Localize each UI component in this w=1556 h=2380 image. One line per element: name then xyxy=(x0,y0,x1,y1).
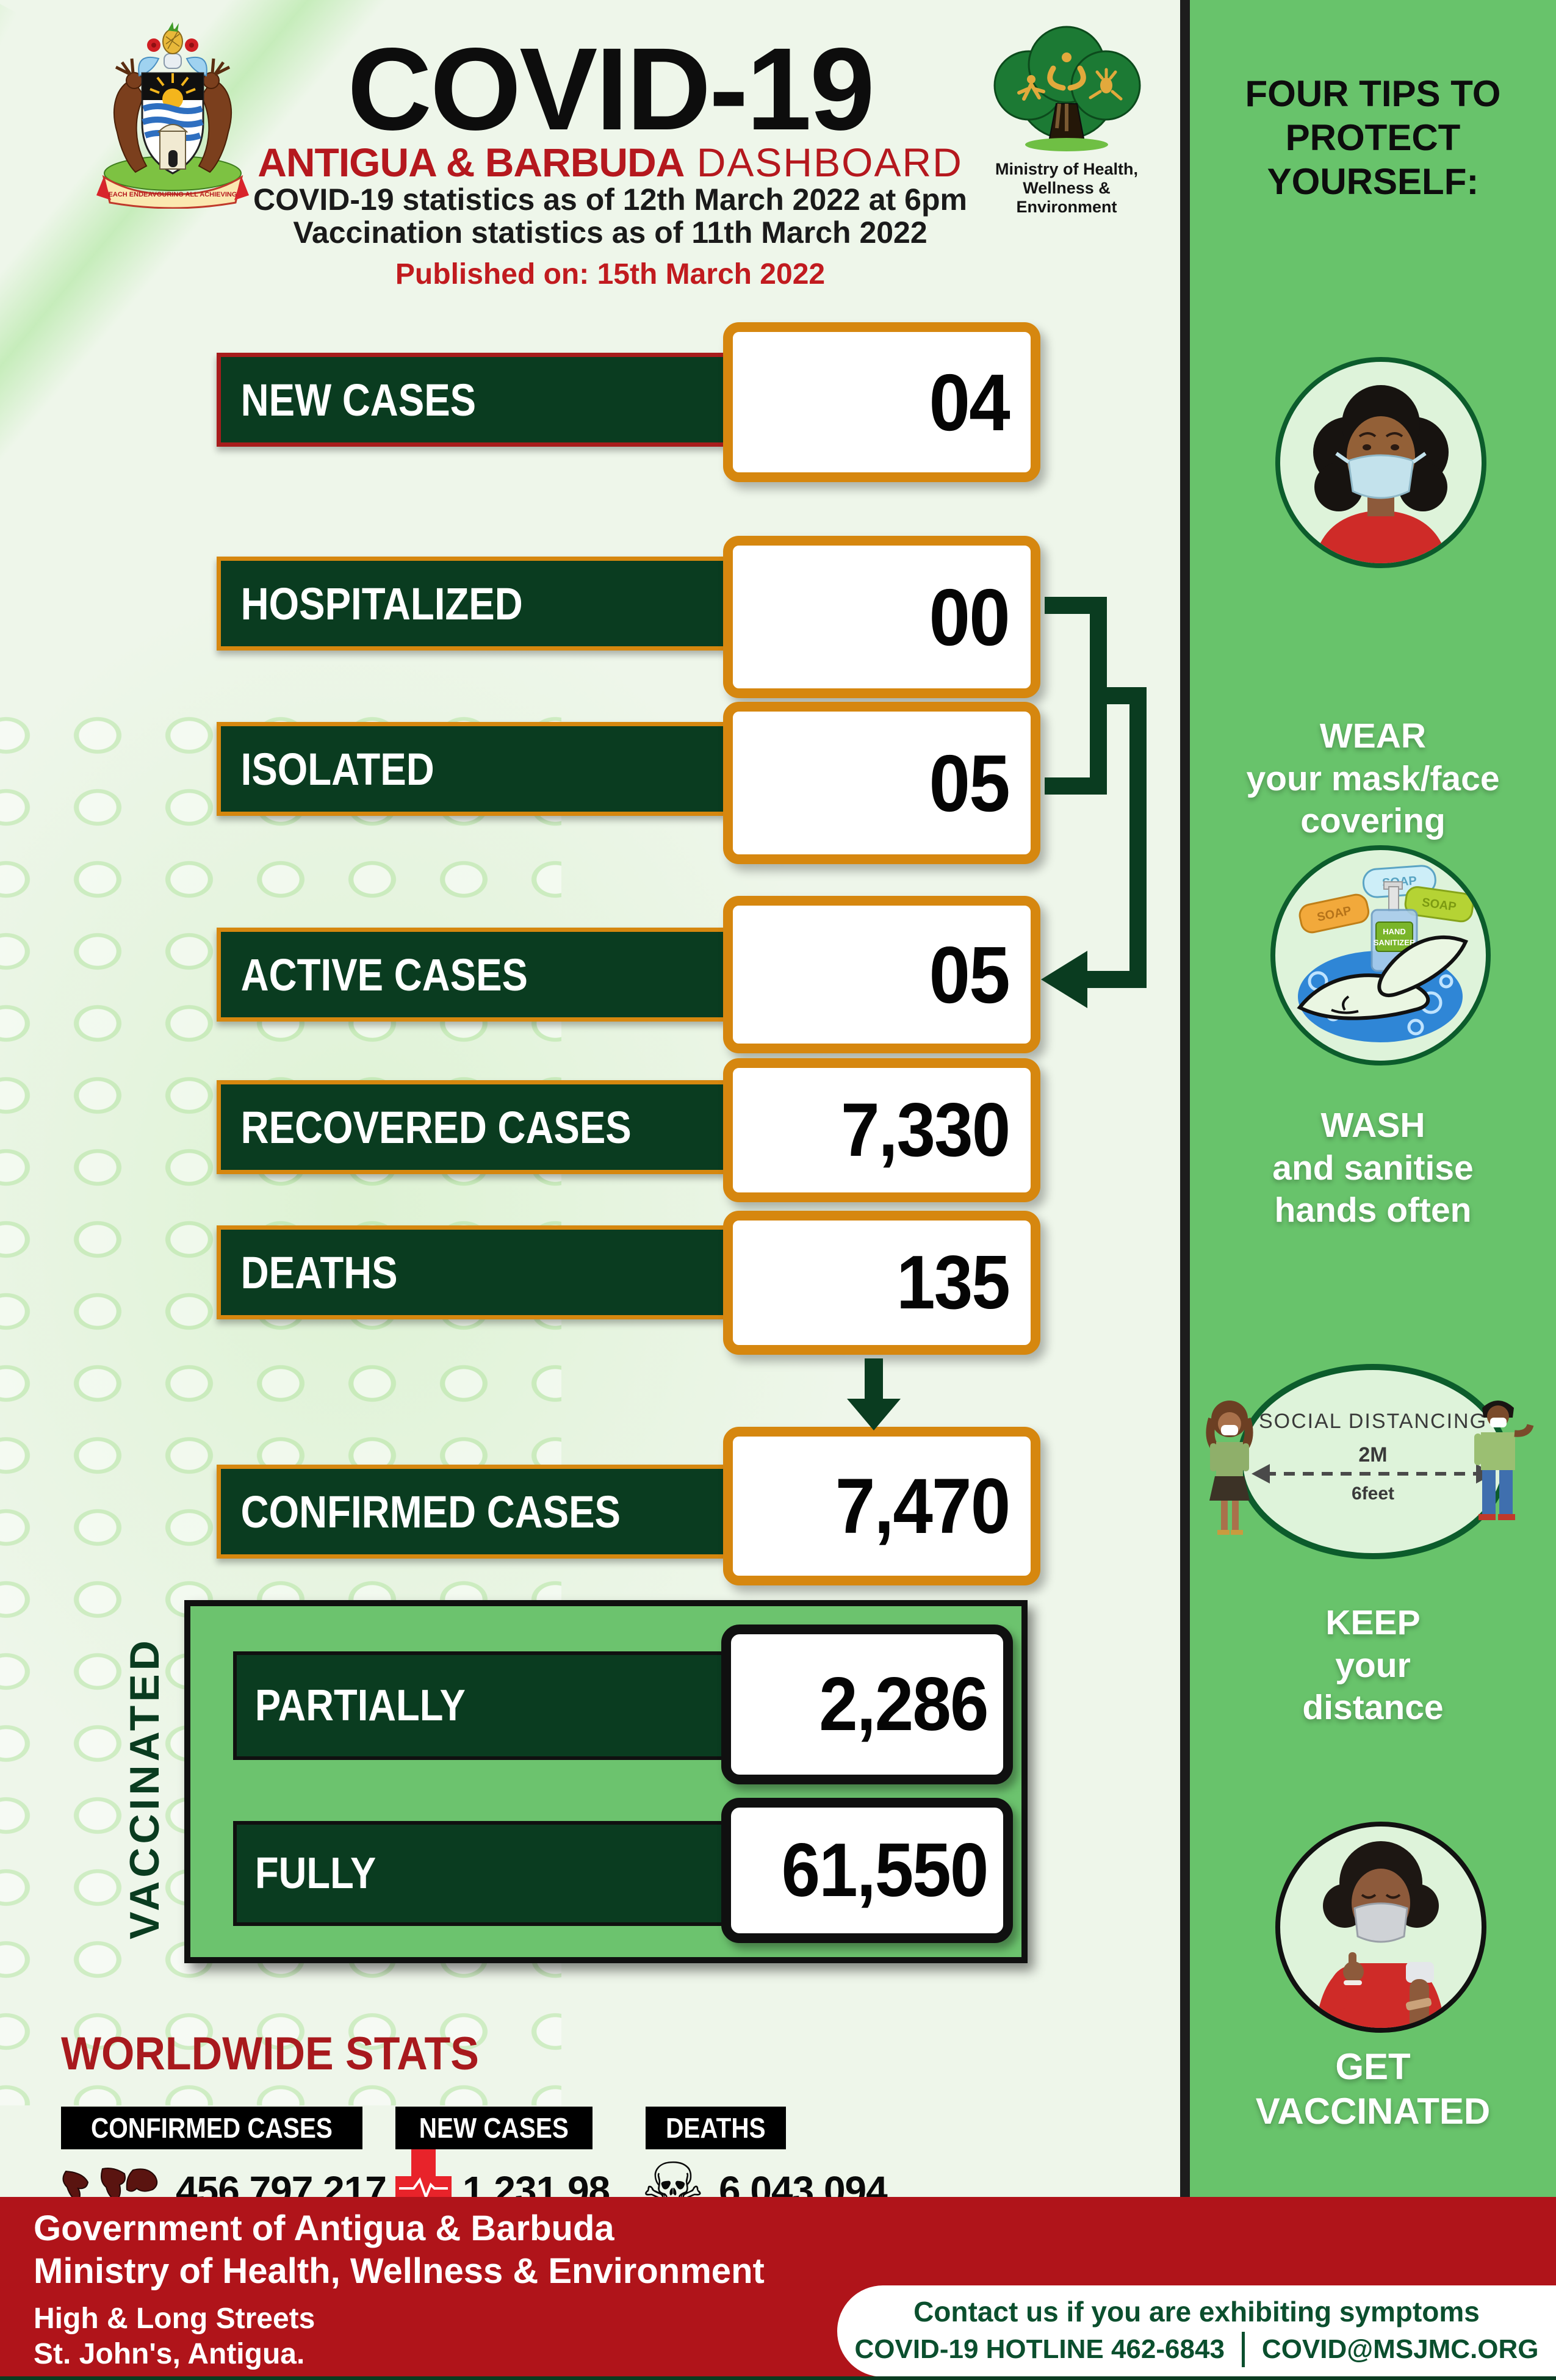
coat-of-arms-motto: EACH ENDEAVOURING ALL ACHIEVING xyxy=(109,191,237,198)
hospitalized-label: HOSPITALIZED xyxy=(217,557,729,651)
fully-value-box: 61,550 xyxy=(721,1798,1013,1943)
svg-text:HAND: HAND xyxy=(1383,927,1406,936)
ministry-caption-line2: Wellness & Environment xyxy=(1016,179,1117,217)
subtitle-dashboard: DASHBOARD xyxy=(684,140,963,185)
deer-supporter-right xyxy=(198,58,232,173)
tip1-caption: WEAR your mask/face covering xyxy=(1246,716,1500,841)
hospitalized-value-box: 00 xyxy=(723,536,1040,698)
worldwide-title: WORLDWIDE STATS xyxy=(61,2028,479,2080)
footer-city-line: St. John's, Antigua. xyxy=(34,2338,305,2370)
new-cases-label: NEW CASES xyxy=(217,353,729,447)
recovered-cases-value-box: 7,330 xyxy=(723,1058,1040,1202)
isolated-label: ISOLATED xyxy=(217,722,729,816)
confirmed-cases-value-box: 7,470 xyxy=(723,1427,1040,1585)
stats-asof-line2: Vaccination statistics as of 11th March … xyxy=(293,215,927,250)
sidebar-divider xyxy=(1180,0,1190,2197)
footer-street-line: High & Long Streets xyxy=(34,2302,315,2335)
new-cases-value-box: 04 xyxy=(723,322,1040,482)
active-cases-label: ACTIVE CASES xyxy=(217,928,729,1022)
bottom-edge-strip xyxy=(0,2376,1556,2380)
subtitle-country: ANTIGUA & BARBUDA xyxy=(258,140,685,185)
deaths-label: DEATHS xyxy=(217,1225,729,1319)
confirmed-cases-label: CONFIRMED CASES xyxy=(217,1465,729,1559)
isolated-value-box: 05 xyxy=(723,702,1040,864)
wash-hands-illustration: SOAP SOAP SOAP HAND SANITIZER xyxy=(1270,845,1491,1066)
partially-label: PARTIALLY xyxy=(233,1651,729,1760)
contact-heading: Contact us if you are exhibiting symptom… xyxy=(913,2296,1480,2328)
svg-text:SOCIAL DISTANCING: SOCIAL DISTANCING xyxy=(1259,1410,1487,1433)
ministry-caption-line1: Ministry of Health, xyxy=(995,160,1139,178)
wear-mask-illustration xyxy=(1275,357,1486,568)
stats-asof-line1: COVID-19 statistics as of 12th March 202… xyxy=(253,182,967,217)
ww-confirmed-badge: CONFIRMED CASES xyxy=(61,2107,362,2149)
recovered-cases-label: RECOVERED CASES xyxy=(217,1080,729,1174)
ww-newcases-badge: NEW CASES xyxy=(395,2107,593,2149)
tip2-caption: WASH and sanitise hands often xyxy=(1272,1106,1474,1230)
contact-callout: Contact us if you are exhibiting symptom… xyxy=(837,2285,1556,2377)
antigua-coat-of-arms-icon: EACH ENDEAVOURING ALL ACHIEVING xyxy=(90,20,255,209)
footer-govt-line: Government of Antigua & Barbuda xyxy=(34,2209,614,2248)
ww-deaths-badge: DEATHS xyxy=(646,2107,786,2149)
tip3-caption: KEEP your distance xyxy=(1302,1603,1444,1728)
svg-text:6feet: 6feet xyxy=(1352,1484,1394,1504)
get-vaccinated-illustration xyxy=(1275,1822,1486,2033)
ministry-tree-icon xyxy=(993,26,1141,151)
social-distancing-illustration: SOCIAL DISTANCING 2M 6feet xyxy=(1193,1352,1553,1596)
tips-heading: FOUR TIPS TO PROTECT YOURSELF: xyxy=(1245,73,1501,202)
page-title: COVID-19 xyxy=(347,23,875,154)
vaccinated-panel: PARTIALLY 2,286 FULLY 61,550 xyxy=(184,1600,1028,1963)
footer-ministry-line: Ministry of Health, Wellness & Environme… xyxy=(34,2251,765,2291)
partially-value-box: 2,286 xyxy=(721,1625,1013,1784)
vaccinated-side-label: VACCINATED xyxy=(121,1637,168,1939)
ministry-logo: Ministry of Health, Wellness & Environme… xyxy=(975,26,1158,217)
contact-hotline: COVID-19 HOTLINE 462-6843 xyxy=(854,2334,1225,2364)
page-subtitle: ANTIGUA & BARBUDA DASHBOARD xyxy=(256,139,964,186)
published-line: Published on: 15th March 2022 xyxy=(395,258,826,290)
contact-email: COVID@MSJMC.ORG xyxy=(1261,2334,1539,2364)
contact-divider xyxy=(1241,2332,1245,2367)
svg-text:SANITIZER: SANITIZER xyxy=(1374,938,1416,947)
fully-label: FULLY xyxy=(233,1821,729,1926)
svg-text:2M: 2M xyxy=(1358,1443,1387,1466)
active-cases-value-box: 05 xyxy=(723,896,1040,1053)
tip4-caption: GET VACCINATED xyxy=(1255,2046,1491,2132)
deaths-value-box: 135 xyxy=(723,1211,1040,1355)
